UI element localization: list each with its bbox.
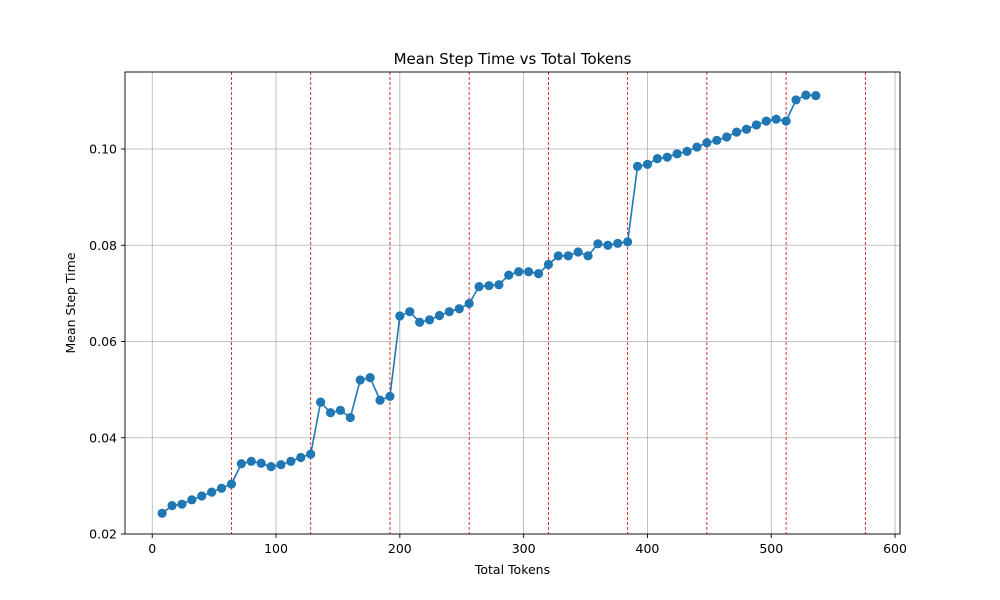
data-point-38: [533, 269, 544, 279]
data-point-47: [623, 237, 633, 247]
data-point-53: [682, 146, 692, 157]
y-axis-label: Mean Step Time: [63, 252, 78, 353]
data-point-14: [296, 452, 306, 463]
data-point-65: [801, 90, 811, 100]
data-point-40: [553, 251, 563, 261]
data-point-58: [731, 127, 742, 137]
data-point-21: [365, 372, 375, 383]
data-point-33: [484, 281, 494, 291]
data-point-36: [514, 267, 524, 277]
data-point-32: [474, 282, 484, 292]
data-point-52: [672, 149, 682, 159]
data-point-25: [405, 307, 415, 317]
data-point-42: [573, 247, 583, 257]
data-point-7: [226, 479, 237, 489]
data-point-66: [811, 90, 821, 101]
x-tick-label-0: 0: [148, 541, 156, 556]
x-tick-label-1: 100: [264, 541, 288, 556]
x-tick-label-3: 300: [512, 541, 536, 556]
data-point-41: [563, 251, 573, 261]
data-point-24: [395, 311, 405, 321]
data-point-50: [652, 154, 662, 164]
data-point-3: [187, 495, 197, 505]
data-point-63: [781, 116, 791, 126]
data-point-35: [504, 270, 514, 280]
data-point-34: [494, 280, 504, 290]
data-point-9: [246, 456, 256, 466]
x-tick-label-4: 400: [636, 541, 660, 556]
data-point-6: [216, 483, 227, 493]
data-point-59: [741, 124, 752, 134]
data-point-37: [523, 267, 534, 277]
data-point-39: [543, 259, 554, 270]
data-point-16: [316, 397, 326, 407]
data-point-30: [454, 304, 464, 314]
data-point-61: [761, 116, 771, 126]
data-point-20: [355, 375, 365, 385]
plot-border: [124, 71, 901, 535]
data-point-64: [791, 95, 801, 105]
data-point-51: [662, 152, 672, 162]
x-tick-label-2: 200: [388, 541, 412, 556]
axes-frame: [124, 71, 901, 535]
data-point-60: [751, 120, 761, 130]
data-point-57: [722, 132, 732, 142]
data-point-55: [702, 138, 712, 148]
data-point-15: [306, 449, 316, 459]
data-point-11: [266, 462, 276, 472]
data-point-56: [712, 135, 722, 145]
data-point-4: [197, 491, 207, 501]
data-point-8: [236, 459, 246, 469]
data-point-26: [415, 317, 425, 327]
chart-title: Mean Step Time vs Total Tokens: [394, 50, 632, 68]
data-point-17: [325, 408, 336, 418]
data-point-13: [286, 456, 296, 466]
data-point-62: [771, 114, 781, 124]
data-point-27: [424, 315, 435, 325]
x-tick-label-5: 500: [759, 541, 783, 556]
data-point-12: [276, 460, 286, 470]
data-point-10: [256, 458, 266, 468]
data-point-48: [632, 161, 643, 171]
data-point-44: [593, 239, 603, 249]
x-tick-label-6: 600: [883, 541, 907, 556]
y-tick-label-0: 0.02: [89, 527, 117, 542]
y-tick-label-3: 0.08: [89, 238, 117, 253]
data-point-49: [642, 159, 653, 169]
data-point-23: [385, 391, 395, 401]
data-point-18: [335, 405, 346, 415]
y-tick-label-1: 0.04: [89, 430, 117, 445]
y-tick-label-4: 0.10: [89, 142, 117, 157]
data-point-45: [603, 240, 613, 250]
grid-layer: [125, 72, 900, 535]
data-point-1: [167, 501, 177, 511]
data-point-31: [464, 298, 474, 309]
data-point-19: [345, 412, 355, 423]
data-point-43: [583, 251, 593, 261]
data-point-22: [375, 395, 385, 405]
data-point-28: [434, 310, 445, 321]
data-point-5: [207, 487, 217, 497]
y-tick-label-2: 0.06: [89, 334, 117, 349]
data-point-46: [613, 238, 623, 248]
data-point-29: [444, 307, 454, 317]
tick-layer: 0 100 200 300 400 500 600 0.02 0.04 0.06 0.08 0.10: [89, 142, 907, 557]
data-point-0: [157, 508, 167, 518]
x-axis-label: Total Tokens: [474, 562, 550, 577]
series-layer: [157, 90, 821, 518]
data-point-2: [177, 499, 187, 509]
data-point-54: [692, 142, 702, 152]
